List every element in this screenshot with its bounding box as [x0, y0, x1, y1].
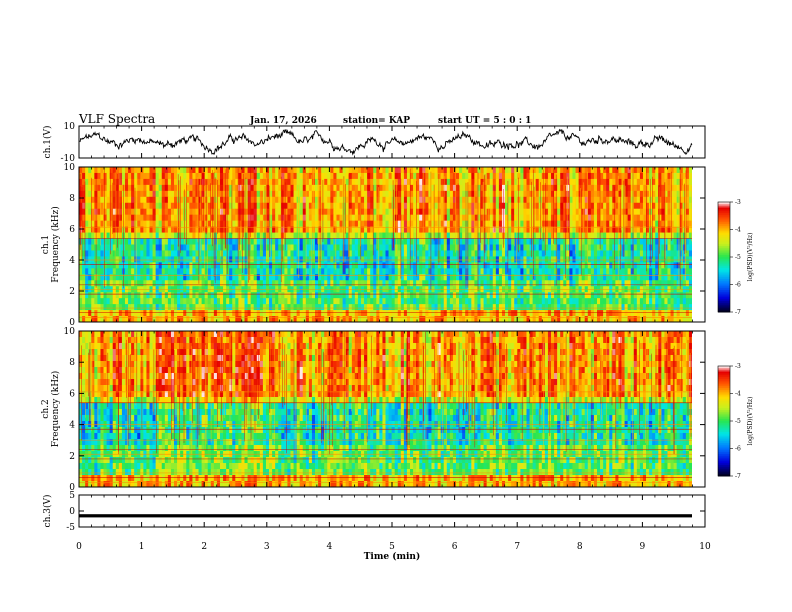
- ch2-spectrogram-panel: 0 2 4 6 8 10 ch.2 Frequency (kHz): [41, 327, 706, 493]
- ch1-colorbar-tick: -6: [735, 282, 741, 289]
- start-time-label: start UT = 5 : 0 : 1: [438, 116, 531, 126]
- time-tick-label: 2: [201, 542, 207, 552]
- ch1-ytick-label: 10: [64, 163, 76, 173]
- ch1-ytick-label: 0: [69, 318, 75, 328]
- ch3-ylabel: ch.3(V): [42, 495, 53, 528]
- date-label: Jan. 17, 2026: [249, 116, 317, 126]
- time-axis: 0 1 2 3 4 5 6 7 8 9 10 Time (min): [76, 542, 711, 562]
- ch2-spectrogram-cells: [79, 331, 693, 488]
- ch2-ytick-label: 4: [69, 421, 75, 431]
- ch2-ytick-label: 8: [69, 358, 75, 368]
- ch1-waveform-panel: 10 -10 ch.1(V): [42, 122, 706, 164]
- ch1-colorbar-tick: -4: [735, 227, 741, 234]
- ch2-ytick-label: 0: [69, 483, 75, 493]
- ch3-waveform-band: [79, 514, 692, 518]
- ch1-colorbar-label: log(PSD)(V²/Hz): [747, 233, 754, 282]
- time-tick-label: 8: [577, 542, 583, 552]
- time-tick-label: 1: [139, 542, 145, 552]
- ch1-ylabel: ch.1(V): [42, 126, 53, 159]
- ch1-waveform-line: [79, 128, 693, 156]
- ch1-spectrogram-panel: 0 2 4 6 8 10 ch.1 Frequency (kHz): [41, 163, 706, 328]
- ch2-colorbar: -3 -4 -5 -6 -7 log(PSD)(V²/Hz): [717, 363, 754, 480]
- ch3-waveform-panel: 5 0 -5 ch.3(V): [42, 491, 706, 533]
- ch1-ytick-label: -10: [61, 154, 76, 164]
- ch1-ylabel-frequency: Frequency (kHz): [50, 206, 61, 283]
- ch1-ytick-label: 10: [64, 122, 76, 132]
- ch1-colorbar-tick: -7: [735, 309, 741, 316]
- ch2-colorbar-tick: -6: [735, 446, 741, 453]
- ch1-ytick-label: 4: [69, 256, 75, 266]
- ch2-colorbar-tick: -4: [735, 391, 741, 398]
- time-tick-label: 4: [327, 542, 333, 552]
- ch3-ytick-label: 0: [69, 507, 75, 517]
- ch1-spectrogram-cells: [79, 167, 693, 323]
- time-tick-label: 10: [699, 542, 711, 552]
- ch2-ytick-label: 6: [69, 389, 75, 399]
- station-label: station= KAP: [343, 116, 410, 126]
- ch2-colorbar-tick: -5: [735, 418, 741, 425]
- time-tick-label: 7: [514, 542, 520, 552]
- ch1-colorbar-tick: -5: [735, 254, 741, 261]
- ch2-colorbar-label: log(PSD)(V²/Hz): [747, 397, 754, 446]
- time-axis-label: Time (min): [364, 551, 421, 562]
- time-tick-label: 0: [76, 542, 82, 552]
- ch2-ylabel-frequency: Frequency (kHz): [50, 371, 61, 448]
- ch2-ytick-label: 10: [64, 327, 76, 337]
- ch1-colorbar-tick: -3: [735, 199, 741, 206]
- ch1-ylabel-channel: ch.1: [41, 235, 51, 254]
- ch3-ytick-label: 5: [69, 491, 75, 501]
- time-tick-label: 6: [452, 542, 458, 552]
- ch1-ytick-label: 8: [69, 194, 75, 204]
- figure-title: VLF Spectra: [78, 112, 155, 126]
- ch2-colorbar-tick: -3: [735, 363, 741, 370]
- ch1-ytick-label: 6: [69, 225, 75, 235]
- time-tick-label: 5: [389, 542, 395, 552]
- time-tick-label: 9: [640, 542, 646, 552]
- time-tick-label: 3: [264, 542, 270, 552]
- ch2-ylabel-channel: ch.2: [41, 399, 51, 418]
- ch1-ytick-label: 2: [69, 287, 75, 297]
- ch2-ytick-label: 2: [69, 452, 75, 462]
- ch2-colorbar-tick: -7: [735, 473, 741, 480]
- ch1-colorbar: -3 -4 -5 -6 -7 log(PSD)(V²/Hz): [717, 199, 754, 316]
- ch3-ytick-label: -5: [66, 523, 75, 533]
